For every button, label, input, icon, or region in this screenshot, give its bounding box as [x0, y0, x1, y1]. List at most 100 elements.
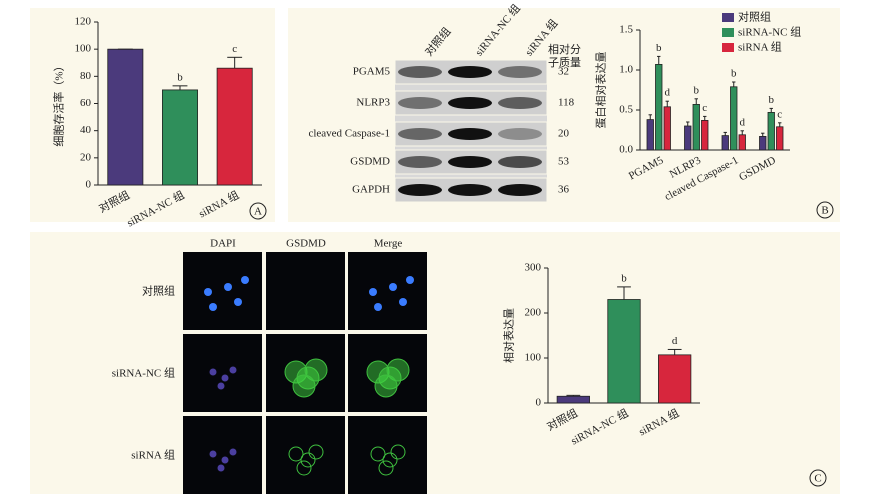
nucleus	[241, 276, 249, 284]
bar	[556, 395, 590, 404]
nucleus	[204, 288, 212, 296]
band	[498, 184, 542, 196]
y-axis-label: 蛋白相对表达量	[594, 52, 608, 129]
annotation: c	[702, 102, 707, 114]
image-column-label: GSDMD	[286, 238, 326, 250]
band	[448, 156, 492, 168]
annotation: d	[672, 335, 678, 347]
panel-bg	[30, 232, 840, 494]
band	[448, 66, 492, 78]
gsdmd-signal	[370, 446, 386, 462]
y-tick-label: 200	[525, 307, 542, 319]
annotation: b	[177, 71, 183, 83]
band	[448, 184, 492, 196]
gsdmd-signal	[292, 374, 316, 398]
bar	[767, 112, 775, 151]
protein-label: NLRP3	[356, 97, 390, 109]
nucleus	[209, 450, 217, 458]
nucleus	[221, 374, 229, 382]
gsdmd-signal	[390, 444, 406, 460]
band	[448, 128, 492, 140]
gsdmd-signal	[288, 446, 304, 462]
bar	[738, 134, 746, 151]
annotation: c	[232, 43, 237, 55]
bar	[692, 104, 700, 151]
image-row-label: siRNA 组	[131, 448, 175, 462]
annotation: d	[665, 87, 671, 99]
mass-label: 118	[558, 97, 575, 109]
band	[398, 66, 442, 78]
bar	[162, 89, 198, 186]
micrograph	[266, 416, 345, 494]
image-column-label: DAPI	[210, 238, 236, 250]
legend-swatch	[722, 28, 734, 37]
band	[398, 156, 442, 168]
nucleus	[221, 456, 229, 464]
nucleus	[229, 366, 237, 374]
micrograph	[348, 416, 427, 494]
annotation: c	[777, 108, 782, 120]
y-tick-label: 0.0	[619, 144, 633, 156]
y-axis-label: 相对表达量	[502, 308, 516, 363]
legend-label: 对照组	[738, 10, 771, 24]
band	[398, 128, 442, 140]
panel-bg	[288, 8, 840, 222]
nucleus	[229, 448, 237, 456]
panel-label-ring	[809, 469, 827, 487]
nucleus	[217, 464, 225, 472]
bar	[655, 64, 663, 151]
annotation: b	[656, 42, 662, 54]
image-row-label: 对照组	[142, 284, 175, 298]
bar	[216, 67, 253, 186]
gsdmd-signal	[378, 460, 394, 476]
gsdmd-signal	[296, 460, 312, 476]
y-tick-label: 100	[525, 352, 542, 364]
y-tick-label: 0.5	[619, 104, 633, 116]
annotation: d	[740, 116, 746, 128]
image-row-label: siRNA-NC 组	[112, 366, 175, 380]
legend-label: siRNA-NC 组	[738, 25, 801, 39]
micrograph	[348, 252, 427, 330]
y-tick-label: 60	[80, 97, 92, 109]
nucleus	[217, 382, 225, 390]
mass-label: 53	[558, 156, 570, 168]
band	[398, 97, 442, 109]
y-tick-label: 1.0	[619, 64, 633, 76]
bar	[607, 299, 641, 404]
y-axis-label: 细胞存活率（%）	[52, 60, 66, 146]
bar	[776, 126, 784, 151]
gsdmd-signal	[382, 452, 398, 468]
nucleus	[209, 368, 217, 376]
panel-label-ring	[816, 201, 834, 219]
nucleus	[406, 276, 414, 284]
nucleus	[374, 303, 382, 311]
panel-label: B	[821, 205, 828, 217]
bar	[107, 48, 144, 186]
gsdmd-signal	[386, 358, 410, 382]
legend-swatch	[722, 43, 734, 52]
bar	[684, 125, 692, 151]
mass-header: 相对分子质量	[548, 44, 581, 69]
band	[448, 97, 492, 109]
protein-label: PGAM5	[353, 66, 391, 78]
gsdmd-signal	[300, 452, 316, 468]
legend-label: siRNA 组	[738, 40, 782, 54]
panel-label: A	[254, 206, 262, 218]
micrograph	[183, 334, 262, 412]
nucleus	[399, 298, 407, 306]
gsdmd-signal	[304, 358, 328, 382]
bar	[658, 354, 692, 404]
y-tick-label: 40	[80, 124, 92, 136]
micrograph	[266, 252, 345, 330]
mass-label: 20	[558, 128, 570, 140]
y-tick-label: 300	[525, 262, 542, 274]
gsdmd-signal	[308, 444, 324, 460]
bar	[721, 135, 729, 151]
y-tick-label: 0	[86, 179, 92, 191]
annotation: b	[621, 272, 627, 284]
nucleus	[234, 298, 242, 306]
band	[498, 128, 542, 140]
annotation: b	[694, 84, 700, 96]
